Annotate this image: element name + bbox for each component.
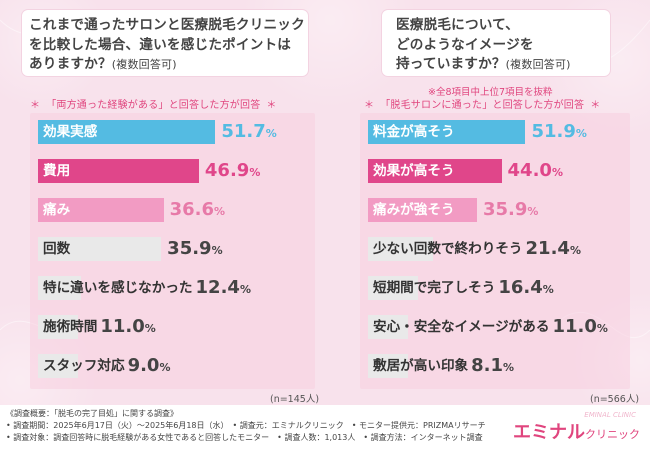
bar-label: 料金が高そう (373, 124, 455, 140)
bar-value-unit: % (239, 283, 251, 296)
bar-value-number: 9.0 (127, 355, 160, 376)
survey-period: • 調査期間：2025年6月17日（火）〜2025年6月18日（水） • 調査元… (6, 421, 486, 430)
bar-value-unit: % (503, 361, 515, 374)
bar-value-unit: % (569, 244, 581, 257)
bar-value: 35.9% (483, 198, 538, 222)
bar-value-number: 51.7 (221, 121, 266, 142)
footer: 《調査概要：「脱毛の完了目処」に関する調査》 • 調査期間：2025年6月17日… (0, 405, 650, 450)
eminal-clinic-logo: エミナルクリニック (513, 422, 640, 443)
right-question: 医療脱毛について、 どのようなイメージを 持っていますか？(複数回答可) (396, 17, 571, 72)
bar-label: 安心・安全なイメージがある (373, 319, 550, 335)
bar (368, 315, 408, 339)
bar (38, 315, 78, 339)
bar-value-unit: % (249, 166, 261, 179)
star-icon: ＊ (30, 100, 41, 111)
bar-label: 施術時間 (43, 319, 98, 335)
left-n-note: (n=145人) (270, 394, 320, 405)
bar-value-number: 11.0 (552, 316, 597, 337)
star-icon: ＊ (590, 100, 601, 111)
bar-value: 8.1% (471, 354, 514, 378)
bar-label: スタッフ対応 (43, 358, 125, 374)
right-question-box: 医療脱毛について、 どのようなイメージを 持っていますか？(複数回答可) (382, 10, 610, 76)
bar-value-number: 44.0 (507, 160, 552, 181)
bar (368, 159, 502, 183)
bar-label: 敷居が高い印象 (373, 358, 469, 374)
bar (38, 237, 162, 261)
bar-value: 12.4% (196, 276, 251, 300)
bar-value: 11.0% (100, 315, 155, 339)
bar-value-number: 11.0 (100, 316, 145, 337)
right-subtitle-text: 「脱毛サロンに通った」と回答した方が回答 (380, 100, 585, 111)
bar-value: 44.0% (508, 159, 563, 183)
bar (368, 354, 408, 378)
left-panel: これまで通ったサロンと医療脱毛クリニック を比較した場合、違いを感じたポイントは… (0, 0, 330, 405)
bar-value: 16.4% (498, 276, 553, 300)
bar-value-number: 8.1 (471, 355, 504, 376)
bar-label: 回数 (43, 241, 71, 257)
left-question: これまで通ったサロンと医療脱毛クリニック を比較した場合、違いを感じたポイントは… (29, 17, 305, 72)
bar (368, 237, 433, 261)
bar-value-number: 35.9 (482, 199, 528, 220)
left-question-box: これまで通ったサロンと医療脱毛クリニック を比較した場合、違いを感じたポイントは… (22, 10, 308, 76)
bar-value: 51.9% (531, 120, 586, 144)
bar-value-unit: % (527, 205, 539, 218)
bar-label: 費用 (43, 163, 71, 179)
bar-value: 35.9% (167, 237, 222, 261)
bar-value-number: 51.9 (531, 121, 576, 142)
right-subtitle: ＊ 「脱毛サロンに通った」と回答した方が回答 ＊ (358, 96, 606, 111)
bar (368, 120, 526, 144)
bar-value-unit: % (551, 166, 563, 179)
logo-sub: クリニック (585, 428, 640, 441)
bar-value-unit: % (575, 127, 587, 140)
survey-target: • 調査対象：調査回答時に脱毛経験がある女性であると回答したモニター • 調査人… (6, 433, 483, 442)
bar-value-unit: % (265, 127, 277, 140)
bar-value-number: 16.4 (498, 277, 543, 298)
bar (38, 198, 164, 222)
bar-value-unit: % (596, 322, 608, 335)
right-n-note: (n=566人) (590, 394, 640, 405)
bar-label: 短期間で完了しそう (373, 280, 496, 296)
bar-value-unit: % (211, 244, 223, 257)
left-subtitle: ＊ 「両方通った経験がある」と回答した方が回答 ＊ (24, 96, 283, 111)
bar-value: 21.4% (526, 237, 581, 261)
bar (368, 198, 477, 222)
right-panel: 医療脱毛について、 どのようなイメージを 持っていますか？(複数回答可) ※全8… (330, 0, 650, 405)
bar-value-number: 35.9 (167, 238, 212, 259)
bar-value-unit: % (213, 205, 226, 218)
bar-value: 36.6% (170, 198, 225, 222)
star-icon: ＊ (266, 100, 277, 111)
bar-value: 11.0% (552, 315, 607, 339)
left-subtitle-text: 「両方通った経験がある」と回答した方が回答 (46, 100, 261, 111)
bar-label: 効果実感 (43, 124, 98, 140)
survey-title: 《調査概要：「脱毛の完了目処」に関する調査》 (6, 409, 178, 418)
bar (38, 354, 78, 378)
bar-value-number: 21.4 (525, 238, 570, 259)
bar-label: 効果が高そう (373, 163, 455, 179)
bar-label: 特に違いを感じなかった (43, 280, 193, 296)
bar (368, 276, 418, 300)
star-icon: ＊ (364, 100, 375, 111)
right-question-suffix: (複数回答可) (505, 58, 571, 71)
bar-value: 51.7% (221, 120, 276, 144)
bar-label: 痛み (43, 202, 71, 218)
bar-value: 46.9% (205, 159, 260, 183)
bar-value-unit: % (542, 283, 554, 296)
bar-value-unit: % (144, 322, 156, 335)
bar (38, 159, 199, 183)
bar (38, 120, 216, 144)
bar-value: 9.0% (128, 354, 171, 378)
right-top-note: ※全8項目中上位7項目を抜粋 (428, 87, 553, 98)
bar-label: 痛みが強そう (373, 202, 455, 218)
bar-label: 少ない回数で終わりそう (373, 241, 523, 257)
left-question-suffix: (複数回答可) (111, 58, 177, 71)
logo-watermark: EMINAL CLINIC (584, 411, 636, 419)
bar-value-number: 36.6 (169, 199, 214, 220)
bar-value-unit: % (159, 361, 171, 374)
bar-value-number: 12.4 (195, 277, 240, 298)
bar (38, 276, 81, 300)
bar-value-number: 46.9 (204, 160, 250, 181)
